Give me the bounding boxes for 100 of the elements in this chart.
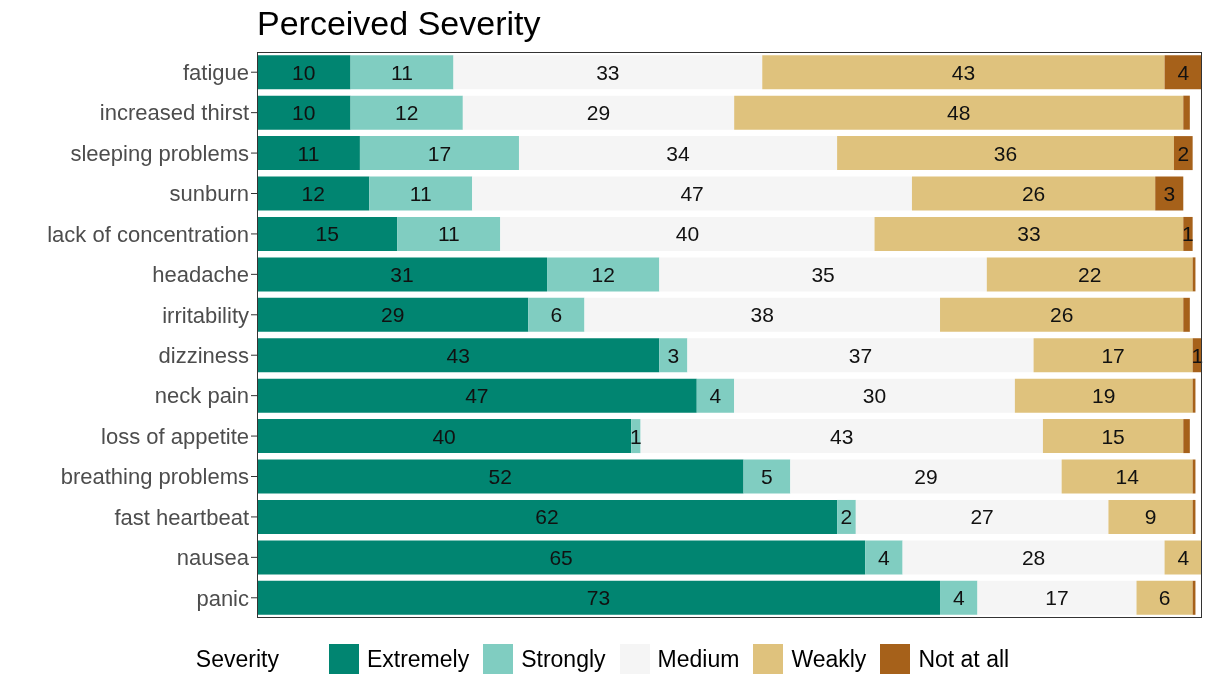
y-tick-label: irritability — [162, 302, 249, 328]
data-label: 29 — [380, 303, 405, 327]
bar — [257, 338, 660, 373]
data-label: 12 — [591, 262, 615, 286]
bar — [659, 257, 987, 292]
data-label: 11 — [409, 182, 432, 206]
bar — [1164, 55, 1202, 90]
data-label: 33 — [1017, 222, 1041, 246]
data-label: 17 — [1045, 586, 1069, 610]
bar — [734, 95, 1184, 130]
data-label: 5 — [761, 465, 773, 489]
data-label: 73 — [586, 586, 611, 610]
data-label: 52 — [488, 465, 512, 489]
data-label: 12 — [395, 101, 419, 125]
data-label: 62 — [535, 505, 559, 529]
legend-label: Extremely — [366, 645, 470, 673]
data-label: 27 — [970, 505, 994, 529]
data-label: 48 — [947, 101, 971, 125]
data-label: 4 — [952, 586, 965, 610]
y-tick-label: panic — [196, 585, 249, 611]
bar — [257, 297, 529, 332]
data-label: 12 — [301, 182, 325, 206]
bar — [257, 378, 697, 413]
data-label: 10 — [292, 60, 316, 84]
y-tick-label: fatigue — [182, 60, 249, 86]
bar — [350, 55, 454, 90]
data-label: 14 — [1115, 465, 1140, 489]
data-label: 19 — [1092, 384, 1116, 408]
bar — [902, 540, 1165, 575]
legend-title: Severity — [195, 645, 279, 673]
bar — [257, 580, 941, 615]
bar — [472, 176, 912, 211]
data-label: 34 — [666, 141, 691, 165]
data-label: 2 — [840, 505, 853, 529]
data-label: 4 — [1177, 545, 1190, 569]
bar — [696, 378, 735, 413]
data-label: 4 — [709, 384, 722, 408]
chart-title: Perceived Severity — [257, 4, 541, 43]
data-label: 37 — [848, 343, 873, 367]
bar — [257, 540, 866, 575]
y-tick-label: neck pain — [154, 383, 249, 409]
data-label: 29 — [914, 465, 938, 489]
data-label: 4 — [1177, 60, 1190, 84]
bar — [986, 257, 1193, 292]
y-tick-label: dizziness — [158, 343, 249, 369]
data-label: 29 — [586, 101, 611, 125]
bar — [257, 136, 360, 171]
data-label: 11 — [437, 222, 460, 246]
bar — [1183, 297, 1190, 332]
bar — [790, 459, 1062, 494]
y-tick-label: nausea — [176, 545, 250, 571]
bar — [743, 459, 791, 494]
bar — [865, 540, 903, 575]
bar — [350, 95, 463, 130]
bar — [911, 176, 1156, 211]
bar — [584, 297, 941, 332]
bar — [837, 136, 1174, 171]
data-label: 35 — [811, 262, 835, 286]
bar — [257, 55, 351, 90]
bar — [940, 580, 978, 615]
bar — [257, 216, 398, 251]
y-tick-label: increased thirst — [99, 100, 249, 126]
bar — [462, 95, 735, 130]
bar — [734, 378, 1015, 413]
bar — [359, 136, 519, 171]
data-label: 26 — [1049, 303, 1074, 327]
data-label: 65 — [549, 545, 573, 569]
y-tick-label: lack of concentration — [47, 221, 249, 247]
data-label: 28 — [1021, 545, 1046, 569]
bar — [762, 55, 1165, 90]
data-label: 40 — [432, 424, 456, 448]
bar — [1155, 176, 1184, 211]
data-label: 40 — [675, 222, 700, 246]
data-label: 10 — [292, 101, 316, 125]
data-label: 4 — [878, 545, 891, 569]
data-label: 26 — [1021, 182, 1046, 206]
bar — [874, 216, 1184, 251]
data-label: 17 — [1101, 343, 1125, 367]
bar — [1033, 338, 1193, 373]
bar — [257, 419, 632, 454]
bar — [1164, 540, 1202, 575]
bar — [257, 499, 838, 534]
data-label: 9 — [1144, 505, 1157, 529]
data-label: 3 — [667, 343, 680, 367]
bar — [659, 338, 688, 373]
bar — [1108, 499, 1193, 534]
legend-label: Not at all — [918, 645, 1010, 673]
bar — [500, 216, 875, 251]
bar — [1183, 419, 1190, 454]
data-label: 11 — [391, 60, 413, 84]
bar — [453, 55, 763, 90]
bar — [1014, 378, 1193, 413]
bar — [940, 297, 1184, 332]
data-label: 22 — [1078, 262, 1102, 286]
data-label: 11 — [297, 141, 320, 165]
bar — [1183, 95, 1190, 130]
legend-label: Medium — [657, 645, 740, 673]
bar — [547, 257, 660, 292]
y-tick-label: fast heartbeat — [114, 504, 249, 530]
bar — [1042, 419, 1184, 454]
